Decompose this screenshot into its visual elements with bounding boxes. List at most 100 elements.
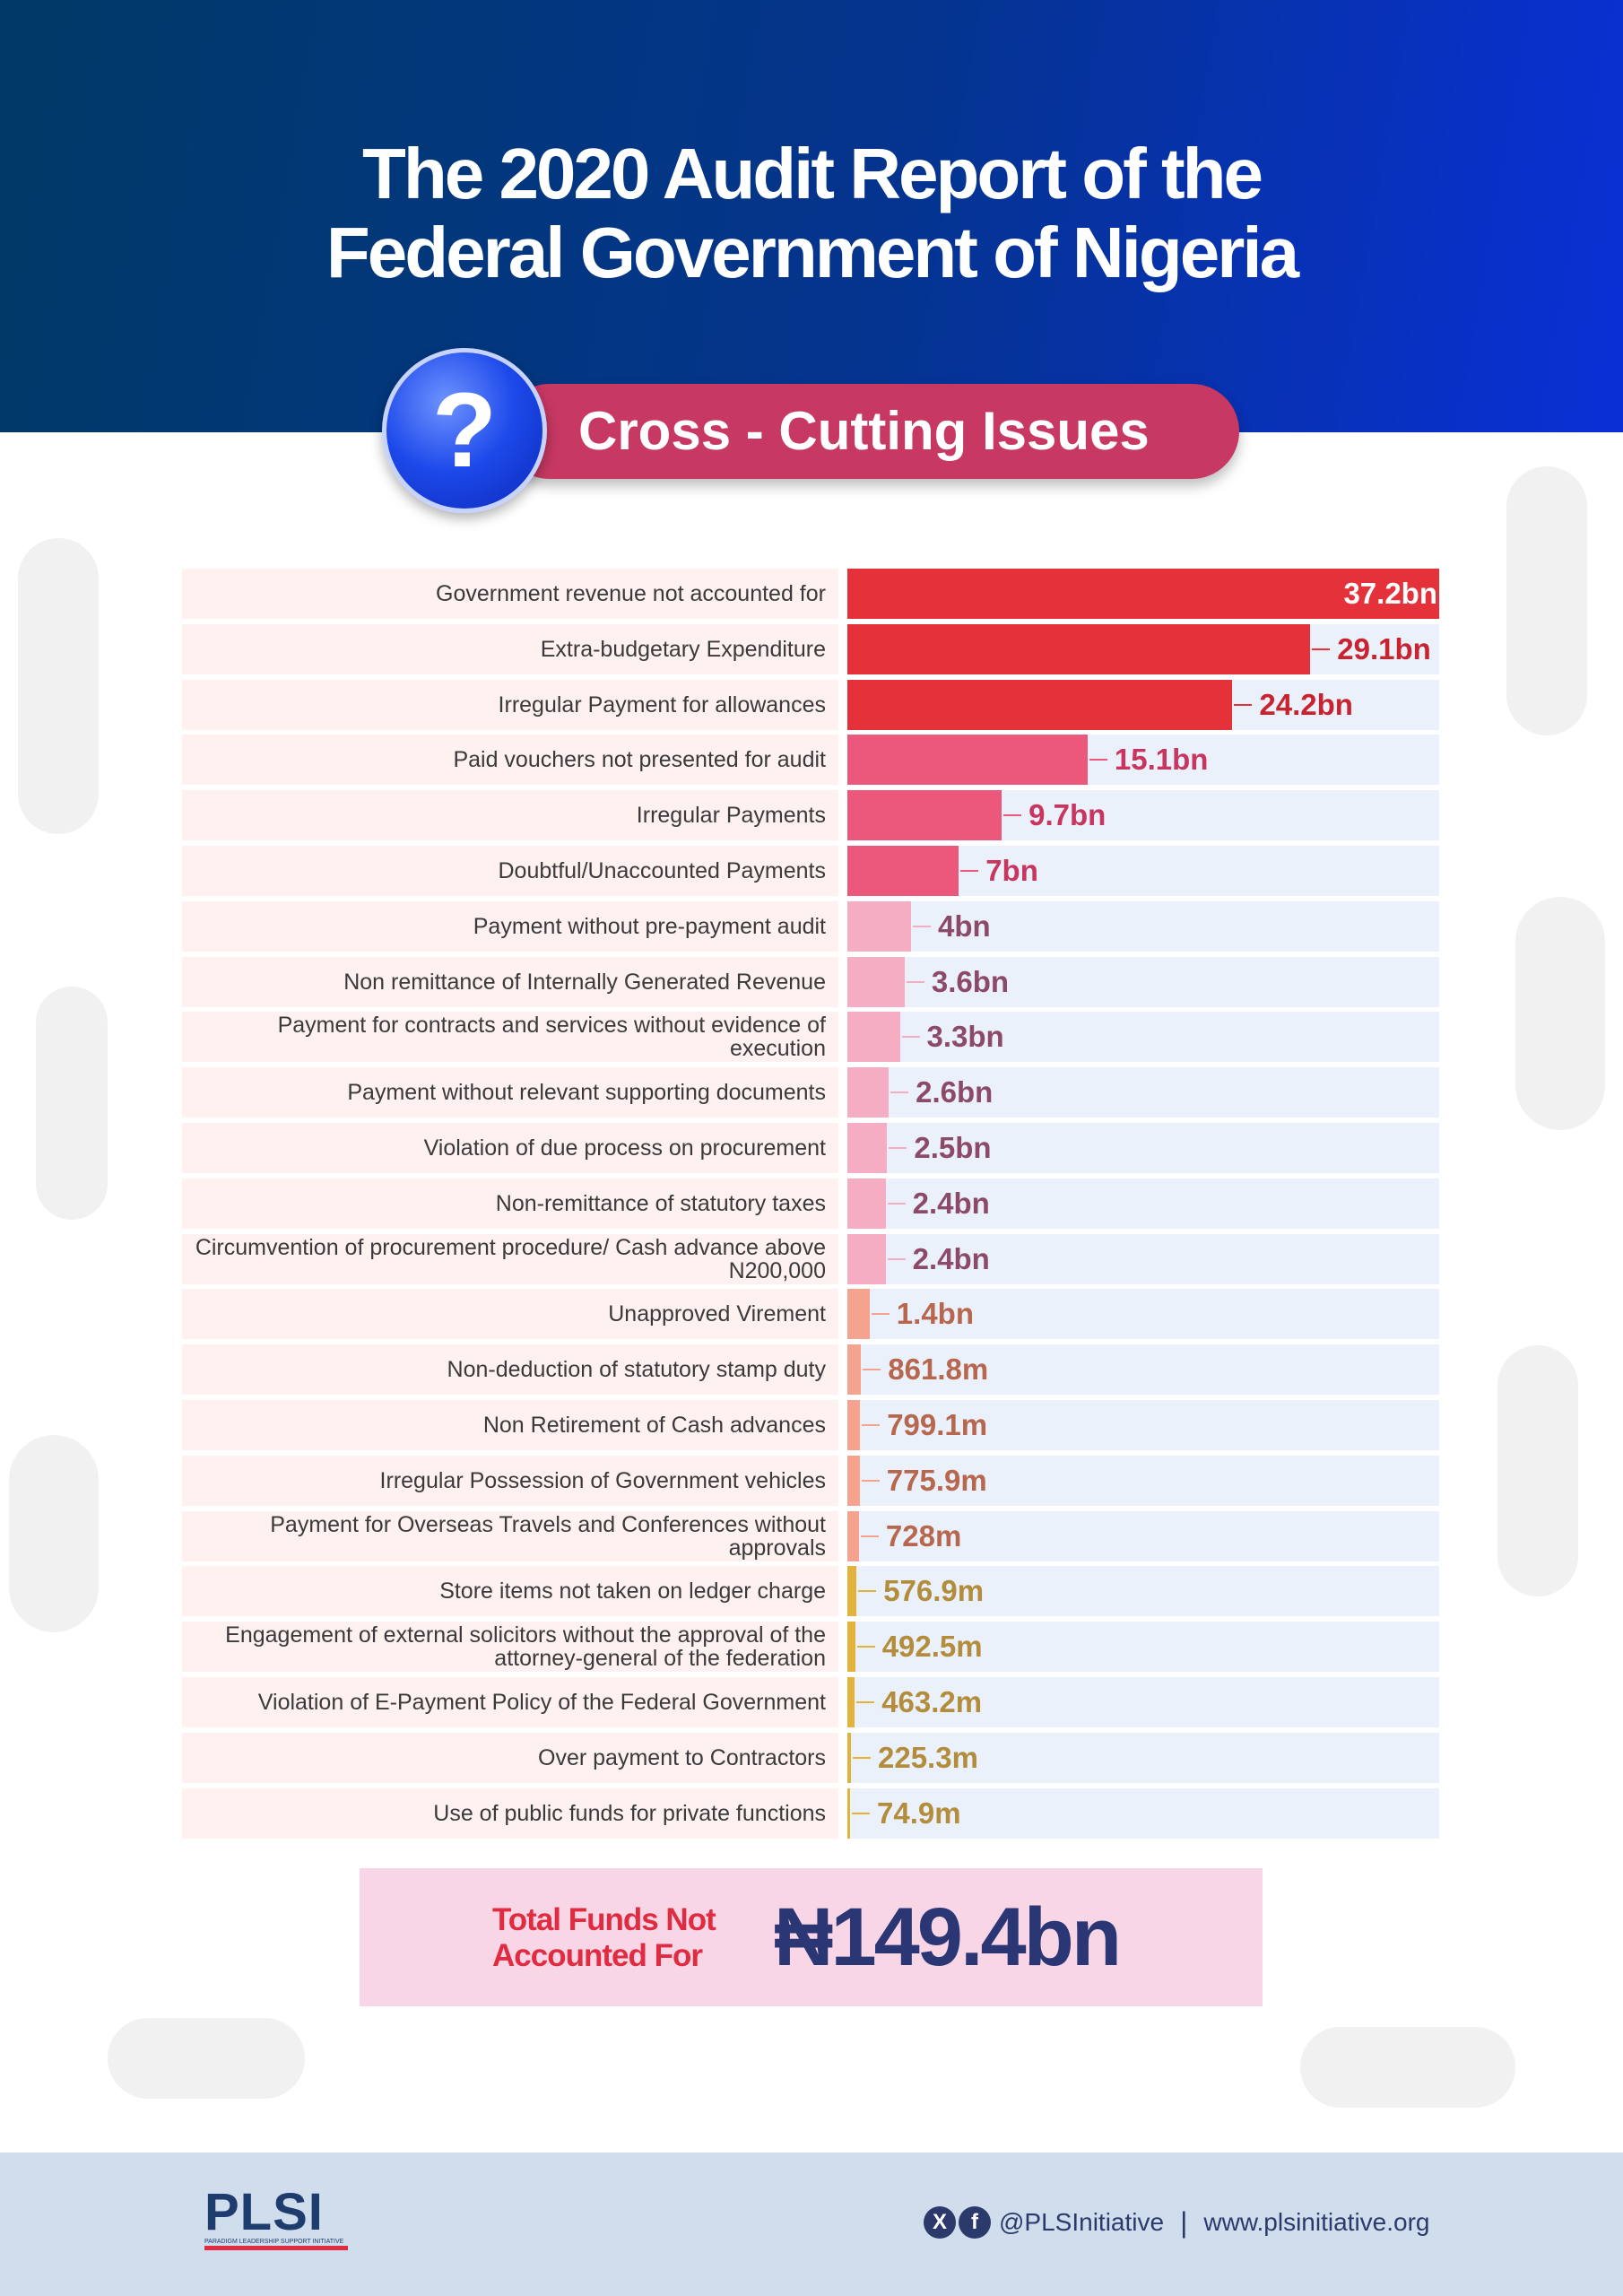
bar-track	[847, 1344, 1439, 1396]
title-line-1: The 2020 Audit Report of the	[361, 134, 1263, 213]
value-leader-line	[871, 1313, 890, 1316]
category-label: Engagement of external solicitors withou…	[225, 1622, 826, 1672]
bar-track	[847, 1677, 1439, 1727]
value-label: 861.8m	[888, 1352, 989, 1387]
total-value: ₦149.4bn	[774, 1892, 1122, 1983]
value-leader-line	[861, 1479, 880, 1482]
bar	[847, 623, 1311, 674]
bar	[847, 1289, 870, 1340]
value-label: 15.1bn	[1114, 743, 1209, 777]
question-mark-glyph: ?	[431, 371, 498, 490]
bar	[847, 735, 1088, 786]
bar-track	[847, 1289, 1439, 1340]
bar-track	[847, 1732, 1439, 1783]
bar-track	[847, 1178, 1439, 1229]
chart-row: Unapproved Virement 1.4bn	[182, 1289, 1439, 1340]
bar-track	[847, 956, 1439, 1007]
value-label: 29.1bn	[1337, 631, 1431, 665]
value-leader-line	[901, 1036, 920, 1039]
chart-row: Paid vouchers not presented for audit 15.…	[182, 735, 1439, 786]
value-leader-line	[1312, 648, 1331, 650]
category-label-bg	[182, 1344, 838, 1396]
x-twitter-icon[interactable]: X	[924, 2206, 956, 2239]
value-label: 74.9m	[877, 1796, 961, 1830]
category-label-bg	[182, 1566, 838, 1617]
header-band: The 2020 Audit Report of the Federal Gov…	[0, 0, 1623, 432]
value-leader-line	[887, 1257, 906, 1260]
chart-row: Irregular Payments 9.7bn	[182, 790, 1439, 841]
value-label: 728m	[885, 1518, 962, 1552]
category-label-bg	[182, 1455, 838, 1506]
chart-row: Doubtful/Unaccounted Payments 7bn	[182, 846, 1439, 896]
value-leader-line	[887, 1202, 906, 1205]
total-label: Total Funds Not Accounted For	[492, 1902, 716, 1974]
bar	[847, 569, 1439, 619]
value-leader-line	[862, 1424, 881, 1426]
bar	[847, 1622, 855, 1673]
category-label: Non remittance of Internally Generated R…	[343, 969, 826, 995]
value-leader-line	[889, 1147, 907, 1149]
category-label: Irregular Payment for allowances	[498, 691, 826, 718]
bar	[847, 1677, 855, 1727]
bar-track	[847, 1622, 1439, 1673]
decor-shape	[1515, 897, 1605, 1130]
value-label: 24.2bn	[1259, 687, 1353, 721]
value-label: 3.3bn	[926, 1020, 1004, 1054]
chart-row: Circumvention of procurement procedure/ …	[182, 1233, 1439, 1284]
section-title: Cross - Cutting Issues	[578, 401, 1150, 461]
logo-underline	[204, 2246, 348, 2250]
bar-track	[847, 1400, 1439, 1450]
decor-shape	[36, 987, 108, 1220]
category-label: Irregular Payments	[636, 803, 826, 829]
category-label-bg	[182, 1400, 838, 1450]
bar	[847, 1012, 900, 1063]
category-label: Non Retirement of Cash advances	[482, 1413, 826, 1438]
category-label-bg	[182, 1677, 838, 1727]
logo-text: PLSI	[204, 2183, 324, 2241]
value-leader-line	[853, 1756, 871, 1759]
category-label: Over payment to Contractors	[538, 1744, 826, 1770]
value-label: 1.4bn	[896, 1297, 974, 1331]
facebook-icon[interactable]: f	[959, 2206, 991, 2239]
decor-shape	[18, 538, 99, 834]
decor-shape	[1300, 2027, 1515, 2108]
social-handle[interactable]: @PLSInitiative	[999, 2208, 1165, 2236]
bar	[847, 1400, 861, 1450]
category-label-bg	[182, 623, 838, 674]
bar	[847, 846, 959, 896]
chart-row: Extra-budgetary Expenditure 29.1bn	[182, 623, 1439, 674]
chart-row: Non-deduction of statutory stamp duty 861…	[182, 1344, 1439, 1396]
chart-row: Payment without relevant supporting docu…	[182, 1067, 1439, 1118]
chart-row: Government revenue not accounted for 37.2…	[182, 569, 1439, 619]
value-leader-line	[858, 1590, 877, 1593]
bar-track	[847, 1233, 1439, 1284]
value-leader-line	[860, 1535, 879, 1537]
category-label: Non-deduction of statutory stamp duty	[447, 1357, 826, 1383]
chart-row: Non-remittance of statutory taxes 2.4bn	[182, 1178, 1439, 1229]
value-leader-line	[1234, 703, 1253, 706]
category-label-bg	[182, 956, 838, 1007]
chart-row: Violation of due process on procurement 2…	[182, 1123, 1439, 1173]
website-link[interactable]: www.plsinitiative.org	[1203, 2208, 1430, 2236]
category-label: Circumvention of procurement procedure/ …	[195, 1234, 826, 1283]
category-label: Store items not taken on ledger charge	[439, 1578, 826, 1605]
bar-track	[847, 1123, 1439, 1173]
value-label: 3.6bn	[931, 964, 1010, 998]
bar	[847, 1344, 862, 1396]
bar	[847, 1233, 886, 1284]
value-label: 9.7bn	[1028, 798, 1107, 832]
total-label-line-2: Accounted For	[492, 1938, 703, 1973]
category-label-bg	[182, 679, 838, 730]
chart-row: Violation of E-Payment Policy of the Fed…	[182, 1677, 1439, 1727]
value-leader-line	[863, 1369, 881, 1371]
question-mark-icon: ?	[382, 348, 547, 513]
category-label: Use of public funds for private function…	[433, 1800, 826, 1826]
value-label: 2.5bn	[914, 1131, 992, 1164]
value-leader-line	[856, 1646, 875, 1648]
category-label-bg	[182, 1289, 838, 1340]
bar-track	[847, 1455, 1439, 1506]
bar	[847, 1067, 890, 1118]
category-label-bg	[182, 1787, 838, 1839]
chart-row: Non remittance of Internally Generated R…	[182, 956, 1439, 1007]
bar-track	[847, 900, 1439, 952]
